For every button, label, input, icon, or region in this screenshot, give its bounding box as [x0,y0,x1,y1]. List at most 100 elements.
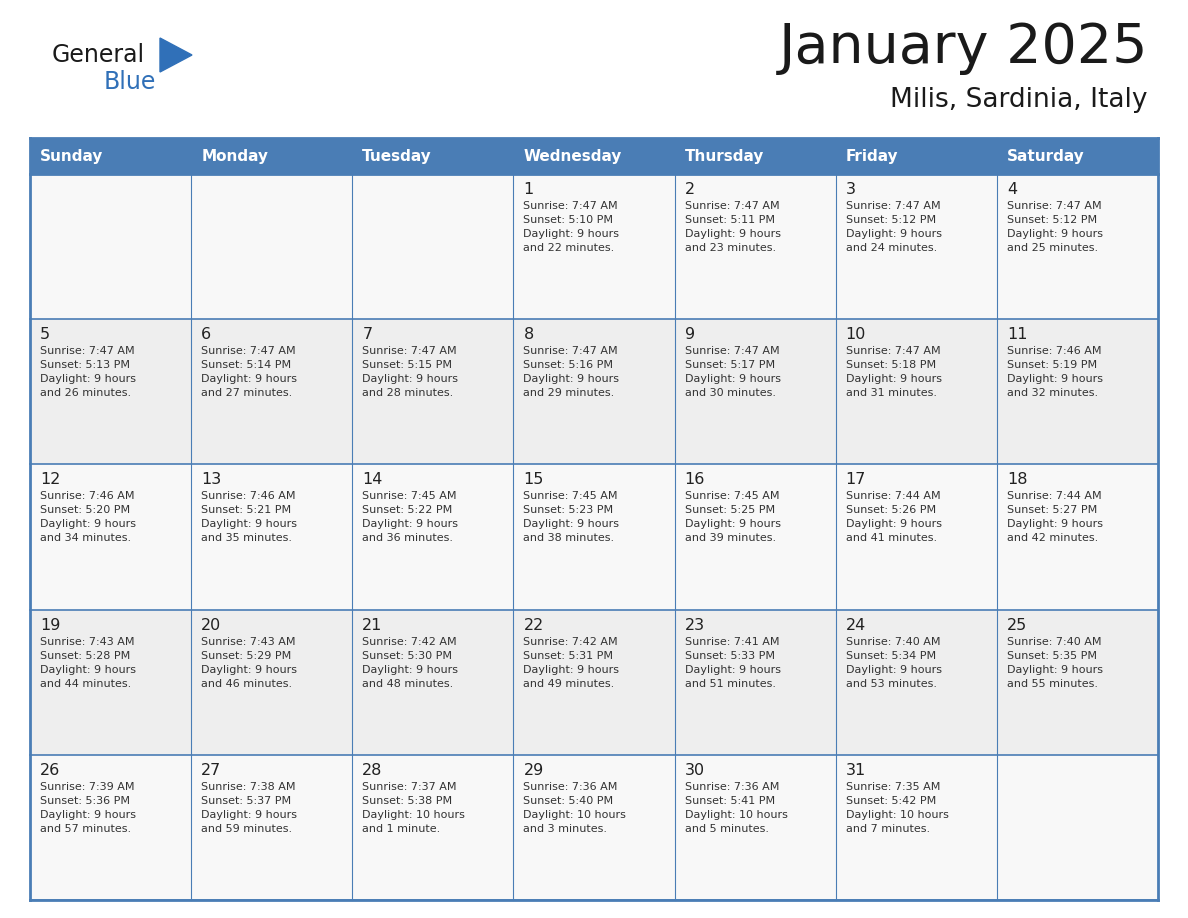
Text: 16: 16 [684,473,704,487]
Text: Wednesday: Wednesday [524,149,621,163]
Bar [513,755,675,900]
Bar [30,465,191,610]
Text: Sunrise: 7:47 AM
Sunset: 5:10 PM
Daylight: 9 hours
and 22 minutes.: Sunrise: 7:47 AM Sunset: 5:10 PM Dayligh… [524,201,619,253]
Bar [30,610,191,755]
Bar [353,610,513,755]
Text: 30: 30 [684,763,704,778]
Text: Sunrise: 7:38 AM
Sunset: 5:37 PM
Daylight: 9 hours
and 59 minutes.: Sunrise: 7:38 AM Sunset: 5:37 PM Dayligh… [201,782,297,834]
Text: Sunday: Sunday [40,149,103,163]
Text: 14: 14 [362,473,383,487]
Text: Sunrise: 7:42 AM
Sunset: 5:31 PM
Daylight: 9 hours
and 49 minutes.: Sunrise: 7:42 AM Sunset: 5:31 PM Dayligh… [524,636,619,688]
Text: Sunrise: 7:40 AM
Sunset: 5:34 PM
Daylight: 9 hours
and 53 minutes.: Sunrise: 7:40 AM Sunset: 5:34 PM Dayligh… [846,636,942,688]
Text: Sunrise: 7:45 AM
Sunset: 5:25 PM
Daylight: 9 hours
and 39 minutes.: Sunrise: 7:45 AM Sunset: 5:25 PM Dayligh… [684,491,781,543]
Bar [675,319,835,465]
Text: Sunrise: 7:46 AM
Sunset: 5:20 PM
Daylight: 9 hours
and 34 minutes.: Sunrise: 7:46 AM Sunset: 5:20 PM Dayligh… [40,491,135,543]
Bar [997,465,1158,610]
Text: 13: 13 [201,473,221,487]
Bar [353,755,513,900]
Bar [191,465,353,610]
Bar [835,465,997,610]
Polygon shape [160,38,192,72]
Text: Sunrise: 7:45 AM
Sunset: 5:22 PM
Daylight: 9 hours
and 36 minutes.: Sunrise: 7:45 AM Sunset: 5:22 PM Dayligh… [362,491,459,543]
Bar [675,174,835,319]
Bar [30,755,191,900]
Text: 3: 3 [846,182,855,197]
Text: 18: 18 [1007,473,1028,487]
Bar [353,465,513,610]
Bar [191,174,353,319]
Text: January 2025: January 2025 [778,21,1148,75]
Text: 1: 1 [524,182,533,197]
Text: Friday: Friday [846,149,898,163]
Bar [30,319,191,465]
Bar [675,610,835,755]
Bar [675,465,835,610]
Text: 15: 15 [524,473,544,487]
Bar [191,319,353,465]
Text: General: General [52,43,145,67]
Text: Sunrise: 7:37 AM
Sunset: 5:38 PM
Daylight: 10 hours
and 1 minute.: Sunrise: 7:37 AM Sunset: 5:38 PM Dayligh… [362,782,466,834]
Bar [513,174,675,319]
Bar [191,755,353,900]
Text: Sunrise: 7:36 AM
Sunset: 5:40 PM
Daylight: 10 hours
and 3 minutes.: Sunrise: 7:36 AM Sunset: 5:40 PM Dayligh… [524,782,626,834]
Bar [997,755,1158,900]
Bar [835,610,997,755]
Text: Tuesday: Tuesday [362,149,432,163]
Text: Sunrise: 7:42 AM
Sunset: 5:30 PM
Daylight: 9 hours
and 48 minutes.: Sunrise: 7:42 AM Sunset: 5:30 PM Dayligh… [362,636,459,688]
Text: Blue: Blue [105,70,157,94]
Text: 28: 28 [362,763,383,778]
Text: Sunrise: 7:47 AM
Sunset: 5:11 PM
Daylight: 9 hours
and 23 minutes.: Sunrise: 7:47 AM Sunset: 5:11 PM Dayligh… [684,201,781,253]
Text: 31: 31 [846,763,866,778]
Bar [997,319,1158,465]
Text: 29: 29 [524,763,544,778]
Text: Monday: Monday [201,149,268,163]
Text: 5: 5 [40,327,50,342]
Text: Sunrise: 7:43 AM
Sunset: 5:28 PM
Daylight: 9 hours
and 44 minutes.: Sunrise: 7:43 AM Sunset: 5:28 PM Dayligh… [40,636,135,688]
Text: Sunrise: 7:35 AM
Sunset: 5:42 PM
Daylight: 10 hours
and 7 minutes.: Sunrise: 7:35 AM Sunset: 5:42 PM Dayligh… [846,782,948,834]
Bar [997,174,1158,319]
Text: 4: 4 [1007,182,1017,197]
Text: 24: 24 [846,618,866,633]
Text: 8: 8 [524,327,533,342]
Text: 11: 11 [1007,327,1028,342]
Bar [191,610,353,755]
Text: Sunrise: 7:47 AM
Sunset: 5:13 PM
Daylight: 9 hours
and 26 minutes.: Sunrise: 7:47 AM Sunset: 5:13 PM Dayligh… [40,346,135,398]
Text: 7: 7 [362,327,372,342]
Text: Sunrise: 7:47 AM
Sunset: 5:12 PM
Daylight: 9 hours
and 24 minutes.: Sunrise: 7:47 AM Sunset: 5:12 PM Dayligh… [846,201,942,253]
Bar [675,755,835,900]
Text: Sunrise: 7:47 AM
Sunset: 5:17 PM
Daylight: 9 hours
and 30 minutes.: Sunrise: 7:47 AM Sunset: 5:17 PM Dayligh… [684,346,781,398]
Text: Milis, Sardinia, Italy: Milis, Sardinia, Italy [891,87,1148,113]
Text: 10: 10 [846,327,866,342]
Bar [30,138,1158,174]
Text: Sunrise: 7:46 AM
Sunset: 5:19 PM
Daylight: 9 hours
and 32 minutes.: Sunrise: 7:46 AM Sunset: 5:19 PM Dayligh… [1007,346,1102,398]
Text: 21: 21 [362,618,383,633]
Bar [353,174,513,319]
Text: Sunrise: 7:44 AM
Sunset: 5:26 PM
Daylight: 9 hours
and 41 minutes.: Sunrise: 7:44 AM Sunset: 5:26 PM Dayligh… [846,491,942,543]
Bar [997,610,1158,755]
Text: Sunrise: 7:44 AM
Sunset: 5:27 PM
Daylight: 9 hours
and 42 minutes.: Sunrise: 7:44 AM Sunset: 5:27 PM Dayligh… [1007,491,1102,543]
Text: 25: 25 [1007,618,1028,633]
Text: Sunrise: 7:47 AM
Sunset: 5:15 PM
Daylight: 9 hours
and 28 minutes.: Sunrise: 7:47 AM Sunset: 5:15 PM Dayligh… [362,346,459,398]
Text: Sunrise: 7:47 AM
Sunset: 5:16 PM
Daylight: 9 hours
and 29 minutes.: Sunrise: 7:47 AM Sunset: 5:16 PM Dayligh… [524,346,619,398]
Text: Sunrise: 7:47 AM
Sunset: 5:12 PM
Daylight: 9 hours
and 25 minutes.: Sunrise: 7:47 AM Sunset: 5:12 PM Dayligh… [1007,201,1102,253]
Bar [835,174,997,319]
Text: 22: 22 [524,618,544,633]
Text: 23: 23 [684,618,704,633]
Text: Sunrise: 7:47 AM
Sunset: 5:14 PM
Daylight: 9 hours
and 27 minutes.: Sunrise: 7:47 AM Sunset: 5:14 PM Dayligh… [201,346,297,398]
Bar [513,465,675,610]
Text: 17: 17 [846,473,866,487]
Text: 20: 20 [201,618,221,633]
Text: 6: 6 [201,327,211,342]
Text: Sunrise: 7:40 AM
Sunset: 5:35 PM
Daylight: 9 hours
and 55 minutes.: Sunrise: 7:40 AM Sunset: 5:35 PM Dayligh… [1007,636,1102,688]
Bar [30,174,191,319]
Bar [835,319,997,465]
Bar [513,319,675,465]
Text: 19: 19 [40,618,61,633]
Text: Thursday: Thursday [684,149,764,163]
Text: 26: 26 [40,763,61,778]
Text: 12: 12 [40,473,61,487]
Text: Sunrise: 7:47 AM
Sunset: 5:18 PM
Daylight: 9 hours
and 31 minutes.: Sunrise: 7:47 AM Sunset: 5:18 PM Dayligh… [846,346,942,398]
Text: Sunrise: 7:39 AM
Sunset: 5:36 PM
Daylight: 9 hours
and 57 minutes.: Sunrise: 7:39 AM Sunset: 5:36 PM Dayligh… [40,782,135,834]
Text: Sunrise: 7:43 AM
Sunset: 5:29 PM
Daylight: 9 hours
and 46 minutes.: Sunrise: 7:43 AM Sunset: 5:29 PM Dayligh… [201,636,297,688]
Text: Sunrise: 7:41 AM
Sunset: 5:33 PM
Daylight: 9 hours
and 51 minutes.: Sunrise: 7:41 AM Sunset: 5:33 PM Dayligh… [684,636,781,688]
